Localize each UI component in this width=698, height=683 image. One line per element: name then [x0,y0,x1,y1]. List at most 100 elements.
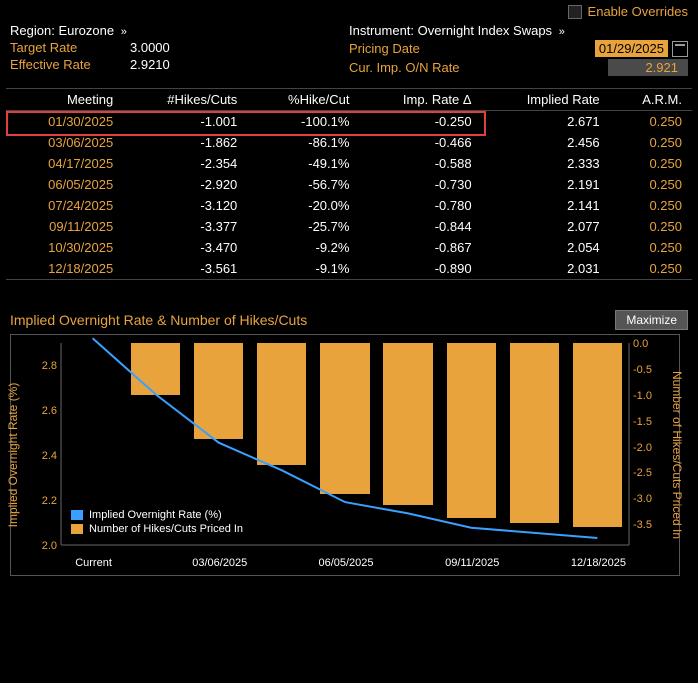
table-cell: -0.780 [359,195,481,216]
table-cell: -0.844 [359,216,481,237]
x-tick: Current [75,557,112,569]
chart-title-row: Implied Overnight Rate & Number of Hikes… [10,310,688,330]
meta-right: Instrument: Overnight Index Swaps » Pric… [349,23,688,78]
table-cell: -0.466 [359,132,481,153]
legend-line-swatch [71,510,83,520]
table-cell: 09/11/2025 [6,216,123,237]
table-row[interactable]: 09/11/2025-3.377-25.7%-0.8442.0770.250 [6,216,692,237]
chevron-right-icon: » [559,26,565,38]
table-row[interactable]: 12/18/2025-3.561-9.1%-0.8902.0310.250 [6,258,692,280]
meta-section: Region: Eurozone » Target Rate 3.0000 Ef… [0,21,698,88]
y-left-tick: 2.6 [33,405,57,417]
table-cell: -20.0% [247,195,359,216]
table-row[interactable]: 04/17/2025-2.354-49.1%-0.5882.3330.250 [6,153,692,174]
chart-legend: Implied Overnight Rate (%) Number of Hik… [71,507,243,535]
chart-section: Implied Overnight Rate & Number of Hikes… [0,310,698,586]
legend-bar-label: Number of Hikes/Cuts Priced In [89,523,243,535]
table-header[interactable]: Meeting [6,89,123,111]
y-right-tick: -2.0 [633,442,657,454]
y-right-tick: -3.0 [633,493,657,505]
x-tick: 09/11/2025 [445,557,499,569]
table-header[interactable]: Implied Rate [482,89,610,111]
table-row[interactable]: 01/30/2025-1.001-100.1%-0.2502.6710.250 [6,111,692,133]
chevron-right-icon: » [121,26,127,38]
table-body: 01/30/2025-1.001-100.1%-0.2502.6710.2500… [6,111,692,280]
table-header[interactable]: %Hike/Cut [247,89,359,111]
table-cell: 0.250 [610,237,692,258]
table-cell: 06/05/2025 [6,174,123,195]
y-left-tick: 2.0 [33,540,57,552]
table-cell: -3.120 [123,195,247,216]
table-cell: 0.250 [610,195,692,216]
table-header[interactable]: #Hikes/Cuts [123,89,247,111]
plot-area: Implied Overnight Rate (%) Number of Hik… [61,343,629,545]
table-cell: -9.2% [247,237,359,258]
table-cell: -1.001 [123,111,247,133]
instrument-label-text: Instrument: [349,23,414,38]
y-right-tick: -1.0 [633,390,657,402]
effective-rate-value: 2.9210 [130,57,250,72]
region-value[interactable]: Eurozone [58,23,114,38]
table-row[interactable]: 07/24/2025-3.120-20.0%-0.7802.1410.250 [6,195,692,216]
table-row[interactable]: 03/06/2025-1.862-86.1%-0.4662.4560.250 [6,132,692,153]
table-cell: -0.730 [359,174,481,195]
table-cell: 03/06/2025 [6,132,123,153]
calendar-icon[interactable] [672,41,688,57]
table-cell: -3.377 [123,216,247,237]
table-cell: -0.890 [359,258,481,280]
table-cell: 2.031 [482,258,610,280]
y-left-tick: 2.4 [33,450,57,462]
table-cell: 0.250 [610,111,692,133]
legend-line-label: Implied Overnight Rate (%) [89,509,222,521]
table-cell: 10/30/2025 [6,237,123,258]
table-cell: 12/18/2025 [6,258,123,280]
table-row[interactable]: 06/05/2025-2.920-56.7%-0.7302.1910.250 [6,174,692,195]
chart-box: Implied Overnight Rate (%) Number of Hik… [10,334,680,576]
table-cell: -9.1% [247,258,359,280]
table-header[interactable]: A.R.M. [610,89,692,111]
maximize-button[interactable]: Maximize [615,310,688,330]
y-axis-left-label: Implied Overnight Rate (%) [6,383,20,528]
rates-table-wrap: Meeting#Hikes/Cuts%Hike/CutImp. Rate ΔIm… [0,88,698,280]
table-cell: -3.561 [123,258,247,280]
table-cell: -2.920 [123,174,247,195]
y-right-tick: -2.5 [633,467,657,479]
chart-title: Implied Overnight Rate & Number of Hikes… [10,312,307,328]
table-cell: -1.862 [123,132,247,153]
cur-imp-value: 2.921 [608,59,688,76]
legend-line: Implied Overnight Rate (%) [71,509,243,521]
table-cell: -56.7% [247,174,359,195]
table-cell: 07/24/2025 [6,195,123,216]
enable-overrides-checkbox[interactable] [568,5,582,19]
cur-imp-label: Cur. Imp. O/N Rate [349,60,608,75]
table-cell: 04/17/2025 [6,153,123,174]
table-cell: -25.7% [247,216,359,237]
table-header[interactable]: Imp. Rate Δ [359,89,481,111]
table-cell: 2.671 [482,111,610,133]
table-cell: 0.250 [610,258,692,280]
table-row[interactable]: 10/30/2025-3.470-9.2%-0.8672.0540.250 [6,237,692,258]
table-cell: 2.054 [482,237,610,258]
rates-table: Meeting#Hikes/Cuts%Hike/CutImp. Rate ΔIm… [6,88,692,280]
pricing-date-value[interactable]: 01/29/2025 [595,40,668,57]
region-label-text: Region: [10,23,55,38]
table-cell: 2.077 [482,216,610,237]
table-cell: -0.588 [359,153,481,174]
instrument-label: Instrument: Overnight Index Swaps » [349,23,565,38]
y-right-tick: -3.5 [633,519,657,531]
y-left-tick: 2.2 [33,495,57,507]
y-right-tick: -0.5 [633,364,657,376]
terminal-page: Enable Overrides Region: Eurozone » Targ… [0,0,698,586]
legend-bar-swatch [71,524,83,534]
pricing-date-label: Pricing Date [349,41,595,56]
instrument-value[interactable]: Overnight Index Swaps [418,23,552,38]
table-cell: 2.191 [482,174,610,195]
top-bar: Enable Overrides [0,0,698,21]
table-cell: -2.354 [123,153,247,174]
table-cell: 0.250 [610,132,692,153]
y-right-tick: 0.0 [633,338,657,350]
x-tick: 03/06/2025 [192,557,247,569]
target-rate-value: 3.0000 [130,40,250,55]
table-cell: -86.1% [247,132,359,153]
y-axis-right-label: Number of Hikes/Cuts Priced In [670,371,684,539]
